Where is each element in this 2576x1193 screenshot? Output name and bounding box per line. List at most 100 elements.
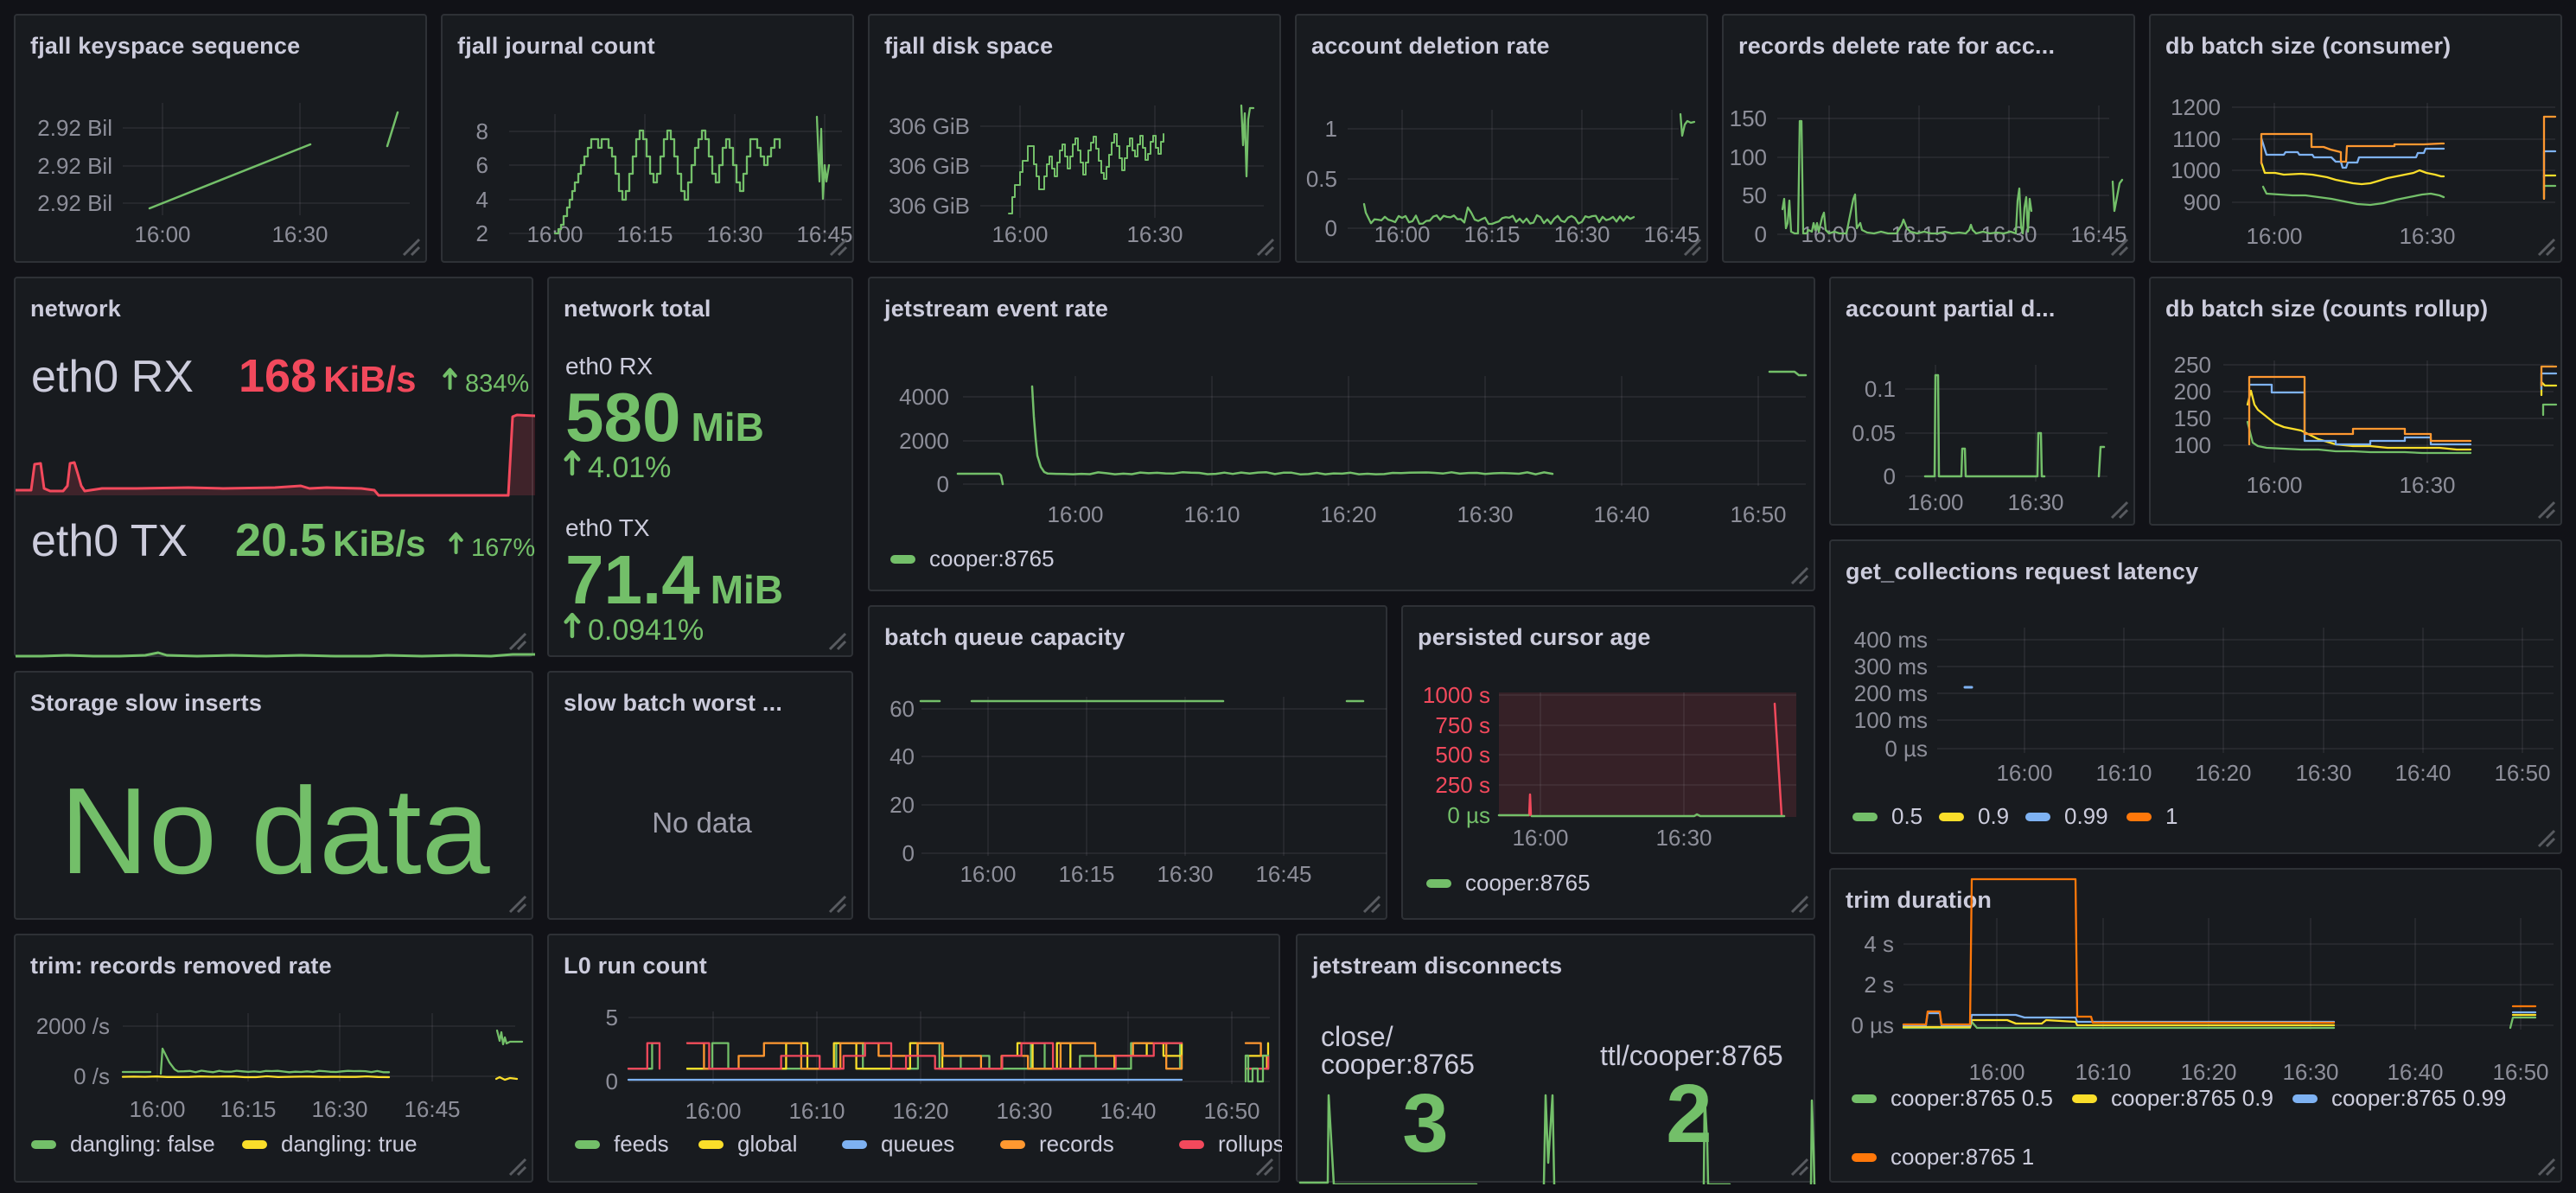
- svg-text:16:00: 16:00: [2246, 223, 2302, 249]
- svg-text:16:00: 16:00: [1512, 825, 1568, 851]
- svg-text:No data: No data: [60, 762, 489, 900]
- svg-text:2.92 Bil: 2.92 Bil: [37, 153, 112, 179]
- svg-text:16:50: 16:50: [2492, 1059, 2548, 1085]
- svg-text:cooper:8765: cooper:8765: [929, 545, 1055, 571]
- svg-text:900: 900: [2184, 189, 2221, 215]
- svg-text:16:20: 16:20: [2195, 760, 2251, 786]
- svg-text:300 ms: 300 ms: [1854, 654, 1928, 679]
- svg-text:ttl/cooper:8765: ttl/cooper:8765: [1600, 1040, 1783, 1071]
- svg-text:0 µs: 0 µs: [1884, 736, 1928, 762]
- svg-text:dangling: true: dangling: true: [281, 1131, 418, 1157]
- svg-text:16:00: 16:00: [1907, 489, 1963, 515]
- svg-text:2000 /s: 2000 /s: [36, 1013, 110, 1039]
- svg-text:16:50: 16:50: [1203, 1098, 1259, 1124]
- svg-text:16:00: 16:00: [2246, 472, 2302, 498]
- svg-text:0.5: 0.5: [1306, 166, 1337, 192]
- svg-text:16:00: 16:00: [992, 221, 1048, 247]
- svg-text:16:50: 16:50: [1730, 501, 1786, 527]
- svg-text:16:15: 16:15: [1891, 221, 1947, 247]
- svg-text:1: 1: [1325, 116, 1337, 142]
- svg-text:16:20: 16:20: [1320, 501, 1376, 527]
- svg-text:100 ms: 100 ms: [1854, 707, 1928, 733]
- svg-text:16:10: 16:10: [2075, 1059, 2131, 1085]
- svg-text:0.0941%: 0.0941%: [588, 614, 704, 647]
- svg-text:16:00: 16:00: [960, 861, 1016, 887]
- svg-text:0: 0: [902, 840, 915, 866]
- svg-text:400 ms: 400 ms: [1854, 627, 1928, 653]
- svg-text:16:00: 16:00: [685, 1098, 741, 1124]
- svg-text:0: 0: [1325, 215, 1337, 241]
- svg-text:16:10: 16:10: [788, 1098, 845, 1124]
- svg-text:16:30: 16:30: [1157, 861, 1213, 887]
- svg-text:0 µs: 0 µs: [1447, 802, 1490, 828]
- svg-text:16:40: 16:40: [1593, 501, 1649, 527]
- svg-text:16:30: 16:30: [1457, 501, 1513, 527]
- svg-text:0: 0: [606, 1069, 618, 1094]
- svg-text:16:00: 16:00: [134, 221, 190, 247]
- svg-text:0.1: 0.1: [1865, 376, 1896, 402]
- svg-text:16:10: 16:10: [1183, 501, 1240, 527]
- svg-text:0.05: 0.05: [1852, 420, 1896, 446]
- svg-text:0.5: 0.5: [1891, 803, 1922, 829]
- svg-text:1: 1: [2165, 803, 2177, 829]
- svg-text:250 s: 250 s: [1435, 772, 1490, 798]
- svg-text:queues: queues: [881, 1131, 954, 1157]
- svg-text:200 ms: 200 ms: [1854, 680, 1928, 706]
- svg-text:200: 200: [2174, 379, 2211, 405]
- svg-text:0: 0: [1755, 221, 1767, 247]
- svg-text:1100: 1100: [2172, 126, 2221, 152]
- svg-text:750 s: 750 s: [1435, 712, 1490, 738]
- svg-text:16:30: 16:30: [996, 1098, 1052, 1124]
- svg-text:16:45: 16:45: [1643, 221, 1699, 247]
- svg-text:16:50: 16:50: [2494, 760, 2550, 786]
- svg-text:cooper:8765 0.99: cooper:8765 0.99: [2331, 1085, 2506, 1111]
- svg-text:2 s: 2 s: [1864, 972, 1894, 998]
- svg-text:eth0 TX: eth0 TX: [565, 514, 650, 541]
- svg-text:16:30: 16:30: [2282, 1059, 2338, 1085]
- svg-text:3: 3: [1402, 1077, 1448, 1170]
- svg-text:eth0 RX: eth0 RX: [31, 352, 194, 402]
- svg-text:306 GiB: 306 GiB: [889, 193, 970, 219]
- svg-text:cooper:8765 0.5: cooper:8765 0.5: [1891, 1085, 2053, 1111]
- svg-text:0.9: 0.9: [1978, 803, 2009, 829]
- svg-text:306 GiB: 306 GiB: [889, 153, 970, 179]
- svg-text:2.92 Bil: 2.92 Bil: [37, 190, 112, 216]
- svg-text:4: 4: [476, 187, 488, 213]
- svg-text:16:15: 16:15: [1058, 861, 1114, 887]
- svg-text:16:30: 16:30: [2295, 760, 2351, 786]
- svg-text:16:00: 16:00: [1996, 760, 2052, 786]
- svg-text:2.92 Bil: 2.92 Bil: [37, 115, 112, 141]
- svg-text:100: 100: [1730, 144, 1767, 170]
- svg-text:1000 s: 1000 s: [1423, 682, 1490, 708]
- svg-text:cooper:8765 0.9: cooper:8765 0.9: [2111, 1085, 2273, 1111]
- svg-text:4000: 4000: [899, 384, 949, 410]
- svg-text:8: 8: [476, 118, 488, 144]
- svg-text:16:30: 16:30: [2007, 489, 2063, 515]
- svg-text:16:00: 16:00: [1968, 1059, 2024, 1085]
- svg-text:0.99: 0.99: [2064, 803, 2108, 829]
- svg-text:records: records: [1039, 1131, 1114, 1157]
- svg-text:cooper:8765 1: cooper:8765 1: [1891, 1144, 2034, 1170]
- svg-text:close/: close/: [1321, 1021, 1393, 1052]
- svg-text:4 s: 4 s: [1864, 931, 1894, 957]
- svg-text:global: global: [737, 1131, 797, 1157]
- svg-text:16:30: 16:30: [1126, 221, 1183, 247]
- svg-text:5: 5: [606, 1005, 618, 1030]
- svg-text:100: 100: [2174, 432, 2211, 458]
- svg-text:16:00: 16:00: [1374, 221, 1430, 247]
- svg-text:167%: 167%: [471, 534, 535, 562]
- svg-text:16:20: 16:20: [892, 1098, 948, 1124]
- svg-text:4.01%: 4.01%: [588, 451, 671, 484]
- svg-text:16:30: 16:30: [2399, 472, 2455, 498]
- svg-text:306 GiB: 306 GiB: [889, 113, 970, 139]
- svg-text:rollups: rollups: [1218, 1131, 1282, 1157]
- svg-text:16:30: 16:30: [706, 221, 762, 247]
- svg-text:16:15: 16:15: [616, 221, 673, 247]
- svg-text:cooper:8765: cooper:8765: [1465, 870, 1591, 896]
- svg-text:16:00: 16:00: [1047, 501, 1103, 527]
- svg-text:500 s: 500 s: [1435, 742, 1490, 768]
- svg-text:250: 250: [2174, 352, 2211, 378]
